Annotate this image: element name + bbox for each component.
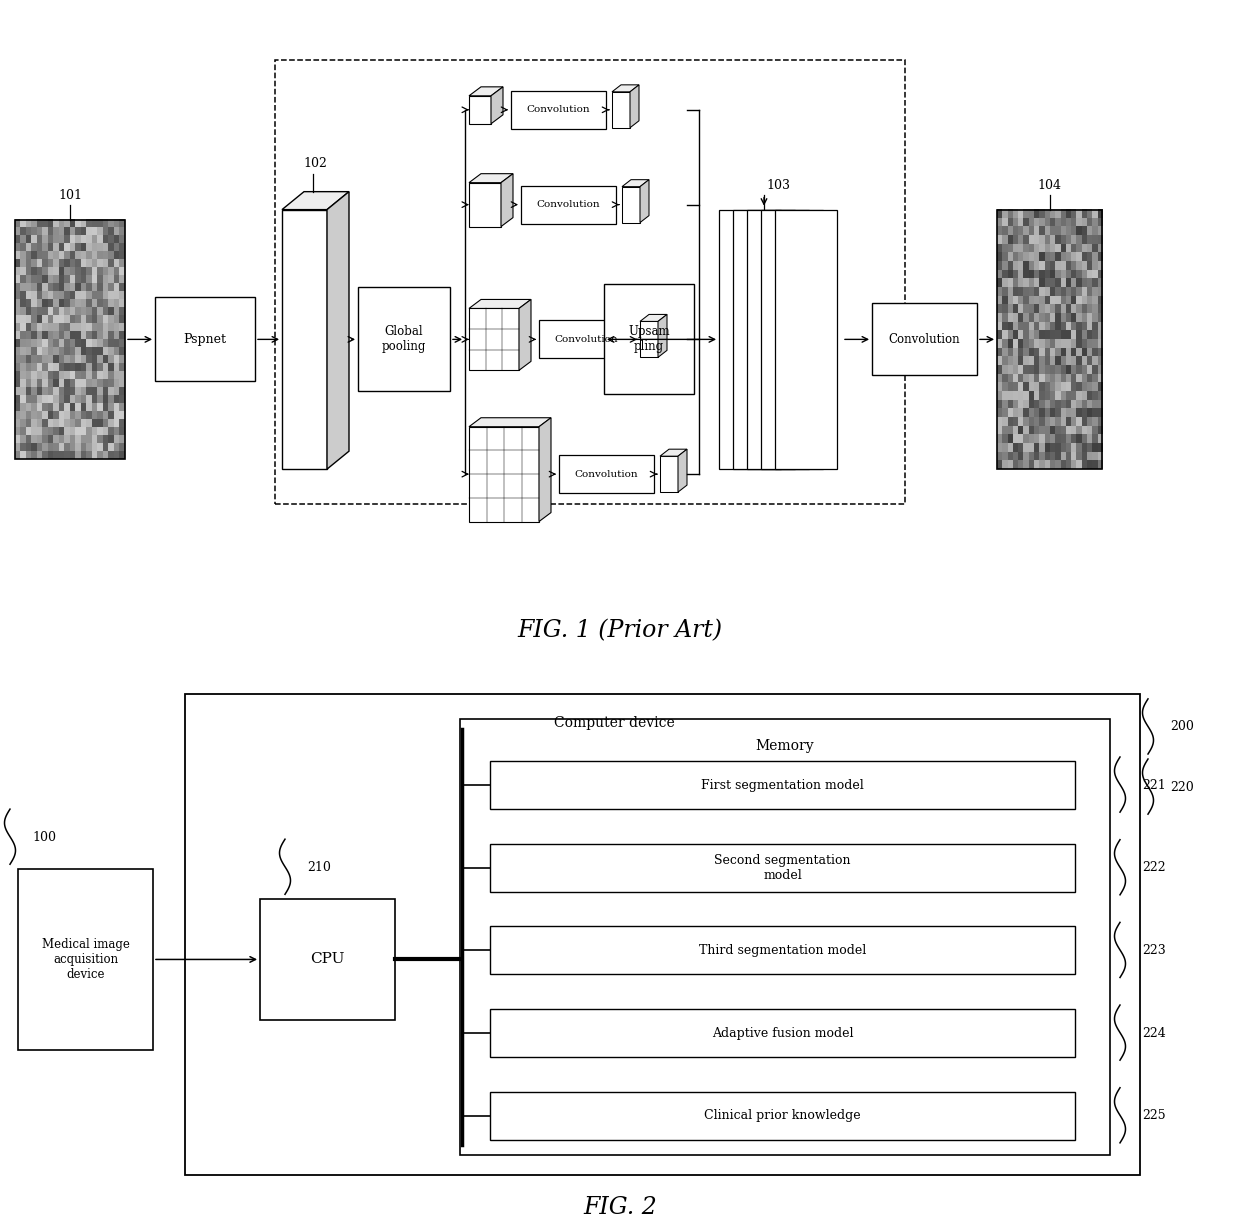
Polygon shape: [539, 417, 551, 522]
Text: 104: 104: [1038, 178, 1061, 192]
Polygon shape: [613, 85, 639, 92]
Text: Global
pooling: Global pooling: [382, 326, 427, 354]
Text: Convolution: Convolution: [554, 334, 619, 344]
Text: 200: 200: [1171, 721, 1194, 733]
Polygon shape: [630, 85, 639, 128]
Bar: [539, 321, 634, 359]
Text: Clinical prior knowledge: Clinical prior knowledge: [704, 1109, 861, 1122]
Bar: [490, 844, 1075, 892]
Text: 222: 222: [1142, 861, 1166, 875]
Bar: [490, 1092, 1075, 1139]
Polygon shape: [613, 92, 630, 128]
Polygon shape: [501, 173, 513, 227]
Polygon shape: [520, 299, 531, 371]
Polygon shape: [719, 210, 781, 470]
Bar: [521, 185, 616, 223]
Text: 101: 101: [58, 189, 82, 201]
Polygon shape: [640, 321, 658, 357]
Polygon shape: [622, 187, 640, 222]
Text: 100: 100: [32, 831, 56, 844]
Polygon shape: [491, 87, 503, 123]
Polygon shape: [469, 183, 501, 227]
Polygon shape: [660, 449, 687, 456]
Text: First segmentation model: First segmentation model: [701, 778, 864, 792]
Bar: [490, 1009, 1075, 1058]
Text: Adaptive fusion model: Adaptive fusion model: [712, 1026, 853, 1039]
Polygon shape: [733, 210, 795, 470]
Polygon shape: [469, 87, 503, 96]
Text: 223: 223: [1142, 944, 1166, 956]
Text: 220: 220: [1171, 781, 1194, 793]
Polygon shape: [660, 456, 678, 492]
Polygon shape: [281, 210, 327, 470]
Bar: [358, 288, 450, 392]
Bar: [460, 719, 1110, 1155]
Text: 221: 221: [1142, 778, 1166, 792]
Polygon shape: [469, 417, 551, 427]
Polygon shape: [281, 192, 348, 210]
Polygon shape: [469, 299, 531, 309]
Polygon shape: [678, 449, 687, 492]
Bar: [185, 694, 1140, 1175]
Text: Convolution: Convolution: [889, 333, 960, 346]
Bar: [490, 761, 1075, 809]
Bar: [155, 298, 255, 382]
Bar: [997, 210, 1102, 470]
Text: 210: 210: [308, 861, 331, 874]
Text: Convolution: Convolution: [527, 105, 590, 115]
Text: Memory: Memory: [755, 739, 815, 753]
Polygon shape: [746, 210, 808, 470]
Polygon shape: [775, 210, 837, 470]
Text: Second segmentation
model: Second segmentation model: [714, 854, 851, 882]
Polygon shape: [640, 179, 649, 222]
Text: 225: 225: [1142, 1109, 1166, 1122]
Bar: [260, 899, 396, 1020]
Text: 103: 103: [766, 178, 790, 192]
Polygon shape: [761, 210, 823, 470]
Polygon shape: [327, 192, 348, 470]
Polygon shape: [640, 315, 667, 321]
Bar: [604, 284, 694, 394]
Text: Computer device: Computer device: [554, 716, 675, 730]
Text: Upsam
pling: Upsam pling: [629, 326, 670, 354]
Text: Third segmentation model: Third segmentation model: [699, 944, 866, 956]
Text: 224: 224: [1142, 1026, 1166, 1039]
Bar: [490, 926, 1075, 975]
Polygon shape: [469, 309, 520, 371]
Bar: [15, 220, 125, 459]
Bar: [19, 869, 153, 1049]
Text: Convolution: Convolution: [537, 200, 600, 209]
Text: CPU: CPU: [310, 953, 345, 966]
Text: FIG. 1 (Prior Art): FIG. 1 (Prior Art): [517, 620, 723, 643]
Text: Medical image
acquisition
device: Medical image acquisition device: [42, 938, 129, 981]
Polygon shape: [469, 173, 513, 183]
Polygon shape: [469, 427, 539, 522]
Polygon shape: [658, 315, 667, 357]
Text: 102: 102: [304, 156, 327, 170]
Bar: [511, 90, 606, 129]
Bar: [872, 304, 977, 376]
Polygon shape: [469, 96, 491, 123]
Text: FIG. 2: FIG. 2: [583, 1197, 657, 1220]
Polygon shape: [622, 179, 649, 187]
Text: Convolution: Convolution: [574, 470, 639, 478]
Bar: [559, 455, 653, 493]
Text: Pspnet: Pspnet: [184, 333, 227, 346]
